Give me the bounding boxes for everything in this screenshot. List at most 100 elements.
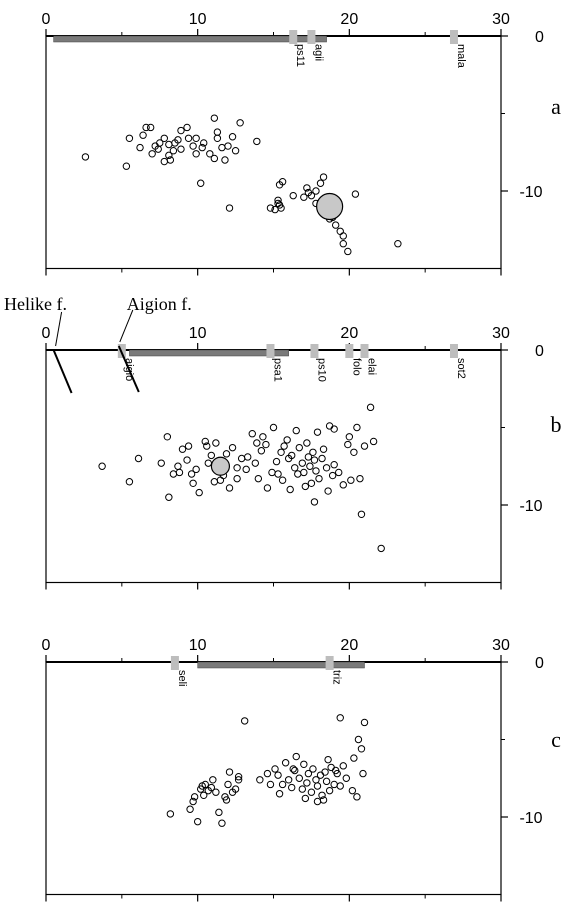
hypocenter-point [215,808,223,817]
hypocenter-point [359,769,367,778]
hypocenter-point [272,457,281,466]
station-marker [449,30,458,44]
hypocenter-point [339,762,347,770]
main-shock-circle [316,192,344,221]
helike-fault-label: Helike f. [4,294,67,314]
hypocenter-point [339,232,347,240]
hypocenter-point [175,468,184,477]
hypocenter-point [225,204,234,212]
hypocenter-point [240,717,249,725]
hypocenter-point [165,140,173,149]
hypocenter-point [336,714,344,722]
hypocenter-point [224,142,232,150]
panel-a: 0 10 20 30 0 -10 ps11 agii mala a [42,11,561,276]
hypocenter-point [295,774,303,782]
hypocenter-point [322,464,331,472]
y-tick-label: -10 [519,184,542,201]
hypocenter-point [312,467,320,475]
station-marker [345,344,354,358]
hypocenter-point [225,768,234,776]
hypocenter-point [187,470,196,478]
hypocenter-point [281,759,290,767]
hypocenter-point [330,461,338,469]
hypocenter-point [212,439,220,447]
hypocenter-point [244,453,252,461]
x-tick-label: 20 [340,11,358,28]
station-marker [307,30,316,44]
hypocenter-point [307,788,316,796]
station-marker [325,656,334,670]
hypocenter-point [289,765,297,773]
hypocenter-point [300,468,308,477]
station-label: seli [176,670,188,687]
x-tick-label: 0 [42,325,51,342]
hypocenter-point [356,474,364,483]
hypocenter-point [353,423,361,432]
x-tick-label: 0 [42,11,51,28]
hypocenter-point [237,454,246,463]
hypocenter-point [212,788,220,796]
hypocenter-point [303,779,311,787]
hypocenter-point [266,780,275,789]
hypocenter-point [347,476,355,484]
hypocenter-point [204,459,212,467]
hypocenter-point [233,464,241,472]
hypocenter-point [193,817,202,826]
hypocenter-point [271,765,279,773]
hypocenter-point [310,498,319,506]
hypocenter-point [280,442,288,450]
hypocenter-point [221,156,229,164]
panel-b: 01020300-10aigiopsa1ps10foloelaisot2Heli… [4,294,562,590]
hypocenter-point [184,442,193,450]
hypocenter-point [263,484,272,492]
hypocenter-point [324,487,332,495]
hypocenter-point [345,433,354,441]
hypocenter-point [295,443,303,452]
plot-frame [45,35,502,270]
hypocenter-point [178,445,187,453]
hypocenter-point [344,440,352,449]
hypocenter-point [348,786,357,795]
hypocenter-point [169,470,178,478]
hypocenter-point [298,785,307,793]
hypocenter-point [350,448,358,456]
hypocenter-point [233,474,241,483]
station-band [53,35,327,43]
hypocenter-point [331,221,340,229]
hypocenter-point [189,479,197,487]
hypocenter-point [357,745,366,753]
hypocenter-point [313,797,322,806]
hypocenter-point [228,133,237,141]
hypocenter-point [354,735,363,744]
hypocenter-point [327,763,335,772]
hypocenter-point [319,445,328,453]
hypocenter-point [234,773,243,781]
hypocenter-point [218,143,226,152]
hypocenter-point [306,462,314,470]
hypocenter-point [325,786,334,795]
hypocenter-point [186,805,194,813]
hypocenter-point [330,780,338,789]
hypocenter-point [136,143,144,152]
hypocenter-point [160,157,169,166]
hypocenter-point [300,760,308,768]
hypocenter-point [369,437,378,446]
hypocenter-point [213,128,222,136]
hypocenter-point [259,433,267,441]
hypocenter-point [192,150,200,158]
hypocenter-point [298,459,307,467]
hypocenter-point [303,184,311,192]
hypocenter-point [360,442,369,450]
y-tick-label: -10 [519,498,542,515]
helike-pointer [55,311,63,347]
hypocenter-point [253,137,261,146]
hypocenter-point [254,474,263,483]
hypocenter-point [360,718,369,727]
hypocenter-point [301,482,310,491]
panel-letter: c [551,727,561,752]
hypocenter-point [157,459,165,467]
hypocenter-point [289,191,297,200]
hypocenter-point [146,123,155,132]
hypocenter-point [184,134,193,143]
